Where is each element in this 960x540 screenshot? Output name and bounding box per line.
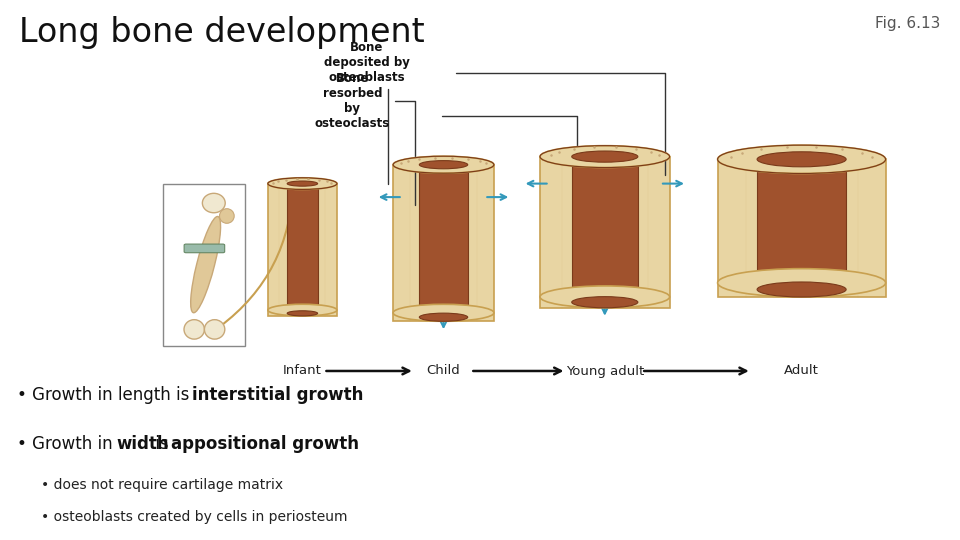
Ellipse shape bbox=[394, 156, 494, 173]
Ellipse shape bbox=[717, 269, 885, 297]
Ellipse shape bbox=[420, 313, 468, 321]
Text: Adult: Adult bbox=[784, 364, 819, 377]
Ellipse shape bbox=[191, 217, 221, 313]
Text: • osteoblasts created by cells in periosteum: • osteoblasts created by cells in perios… bbox=[41, 510, 348, 524]
Ellipse shape bbox=[220, 208, 234, 224]
Text: • does not require cartilage matrix: • does not require cartilage matrix bbox=[41, 478, 283, 492]
FancyBboxPatch shape bbox=[540, 157, 670, 308]
Text: is: is bbox=[150, 435, 174, 453]
FancyBboxPatch shape bbox=[572, 160, 637, 305]
Ellipse shape bbox=[540, 146, 669, 167]
Ellipse shape bbox=[287, 310, 318, 316]
Text: • Growth in: • Growth in bbox=[17, 435, 118, 453]
Ellipse shape bbox=[420, 160, 468, 169]
Ellipse shape bbox=[203, 193, 226, 213]
Ellipse shape bbox=[287, 181, 318, 186]
FancyBboxPatch shape bbox=[184, 244, 225, 253]
Ellipse shape bbox=[268, 304, 337, 316]
Text: Bone
deposited by
osteoblasts: Bone deposited by osteoblasts bbox=[324, 40, 410, 184]
Text: Fig. 6.13: Fig. 6.13 bbox=[876, 16, 941, 31]
FancyBboxPatch shape bbox=[717, 159, 885, 297]
Ellipse shape bbox=[540, 286, 669, 308]
Text: interstitial growth: interstitial growth bbox=[192, 386, 364, 404]
Text: appositional growth: appositional growth bbox=[171, 435, 359, 453]
Text: Infant: Infant bbox=[283, 364, 322, 377]
Text: width: width bbox=[116, 435, 169, 453]
FancyBboxPatch shape bbox=[394, 165, 494, 321]
Text: Young adult: Young adult bbox=[565, 364, 644, 377]
Ellipse shape bbox=[184, 320, 204, 339]
Ellipse shape bbox=[717, 145, 885, 173]
Ellipse shape bbox=[757, 152, 846, 167]
Ellipse shape bbox=[268, 178, 337, 190]
Ellipse shape bbox=[204, 320, 225, 339]
Ellipse shape bbox=[572, 151, 637, 162]
FancyBboxPatch shape bbox=[757, 162, 846, 294]
FancyBboxPatch shape bbox=[268, 184, 337, 316]
Ellipse shape bbox=[572, 296, 637, 308]
FancyBboxPatch shape bbox=[420, 168, 468, 318]
Ellipse shape bbox=[394, 304, 494, 321]
Bar bbox=[163, 184, 245, 346]
Text: Long bone development: Long bone development bbox=[19, 16, 425, 49]
Text: • Growth in length is: • Growth in length is bbox=[17, 386, 195, 404]
FancyBboxPatch shape bbox=[287, 186, 318, 313]
Text: Bone
resorbed
by
osteoclasts: Bone resorbed by osteoclasts bbox=[315, 72, 415, 205]
Ellipse shape bbox=[757, 282, 846, 297]
Text: Child: Child bbox=[426, 364, 461, 377]
